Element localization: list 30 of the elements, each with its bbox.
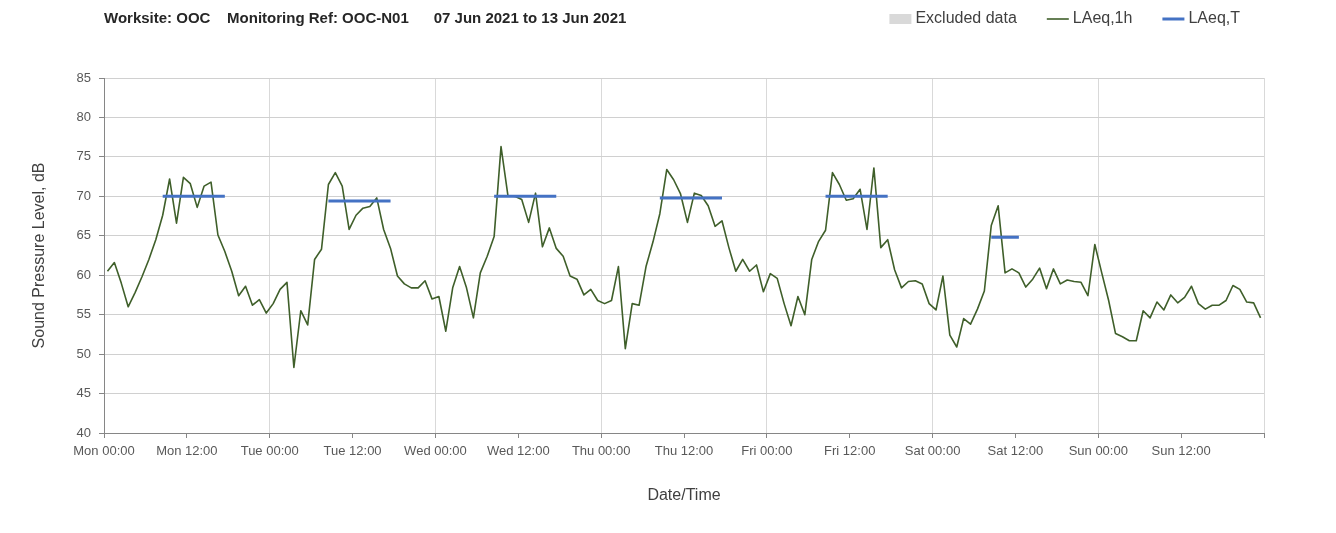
x-axis-title: Date/Time <box>647 485 721 503</box>
y-tick-label: 80 <box>76 109 91 125</box>
y-axis-title: Sound Pressure Level, dB <box>30 162 48 349</box>
x-tick-label: Thu 00:00 <box>571 443 631 459</box>
x-tick-label: Tue 00:00 <box>240 443 299 459</box>
x-tick-label: Sun 00:00 <box>1068 443 1128 459</box>
legend-label: LAeq,1h <box>1072 9 1133 27</box>
x-tick-label: Thu 12:00 <box>654 443 714 459</box>
x-tick-label: Fri 12:00 <box>824 443 876 459</box>
x-tick-label: Wed 00:00 <box>404 443 467 459</box>
x-tick-label: Mon 00:00 <box>73 443 135 459</box>
x-tick-label: Sat 12:00 <box>987 443 1044 459</box>
y-tick-label: 55 <box>76 306 91 322</box>
legend-label: Excluded data <box>915 9 1017 27</box>
y-tick-label: 65 <box>76 227 91 243</box>
x-tick-label: Wed 12:00 <box>486 443 550 459</box>
y-tick-label: 45 <box>76 385 91 401</box>
legend-label: LAeq,T <box>1188 9 1241 27</box>
chart-title: Worksite: OOC Monitoring Ref: OOC-N01 07 Jun 2021 to 13 Jun 2021 <box>104 9 627 27</box>
y-tick-label: 75 <box>76 148 91 164</box>
x-tick-label: Sat 00:00 <box>904 443 961 459</box>
y-tick-label: 70 <box>76 187 91 203</box>
x-tick-label: Sun 12:00 <box>1151 443 1211 459</box>
x-tick-label: Mon 12:00 <box>156 443 218 459</box>
y-tick-label: 40 <box>76 424 91 440</box>
y-tick-label: 50 <box>76 345 91 361</box>
y-tick-label: 60 <box>76 266 91 282</box>
x-tick-label: Tue 12:00 <box>323 443 382 459</box>
x-tick-label: Fri 00:00 <box>741 443 793 459</box>
y-tick-label: 85 <box>76 69 91 85</box>
